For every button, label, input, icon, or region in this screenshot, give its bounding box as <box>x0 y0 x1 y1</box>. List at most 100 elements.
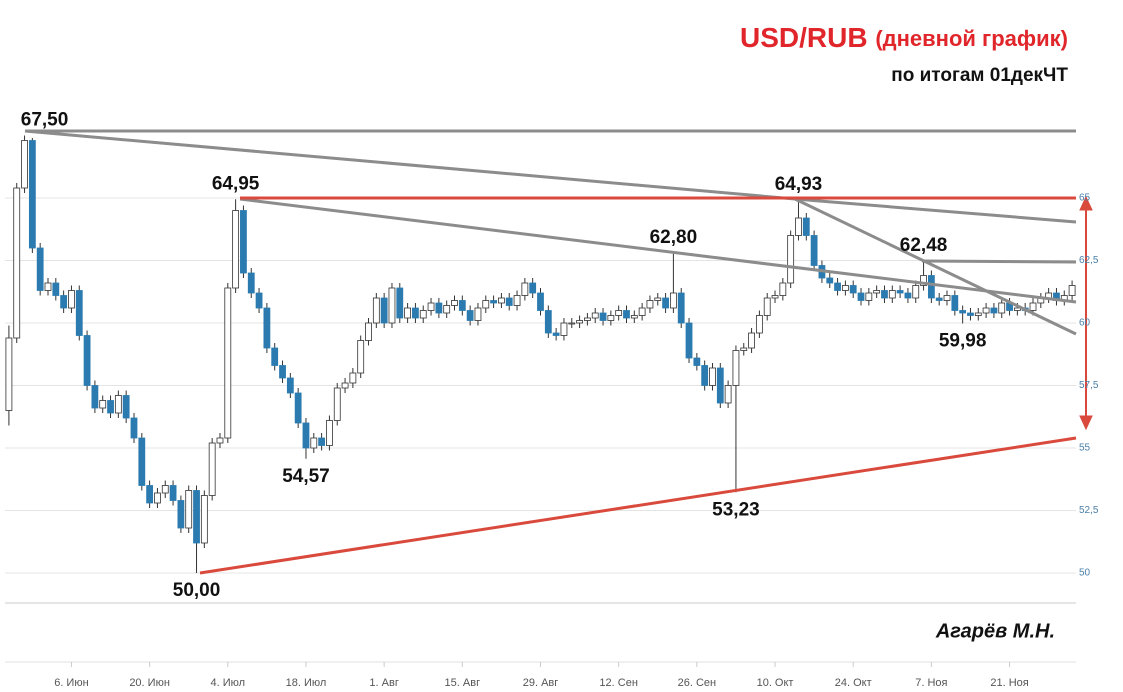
candle-body <box>161 485 169 494</box>
candle-body <box>419 310 427 319</box>
candle-body <box>193 490 200 544</box>
y-tick-label: 65 <box>1079 193 1091 204</box>
candle-body <box>826 277 834 284</box>
candle-body <box>232 210 240 289</box>
candle-body <box>216 437 224 444</box>
candle-body <box>388 287 396 324</box>
candle-body <box>107 400 114 414</box>
candle-body <box>286 377 294 394</box>
candle-body <box>357 340 365 374</box>
candle-body <box>576 320 583 324</box>
candle-body <box>247 272 255 294</box>
candle-body <box>458 300 466 311</box>
candle-body <box>537 292 544 311</box>
candle-body <box>326 420 333 446</box>
x-tick-label: 20. Июн <box>129 677 170 689</box>
candle-body <box>498 297 505 304</box>
candle-body <box>521 282 529 296</box>
candle-body <box>615 310 623 316</box>
candle-body <box>912 285 920 299</box>
author: Агарёв М.Н. <box>935 620 1055 642</box>
candle-body <box>435 302 443 314</box>
candle-body <box>474 307 482 321</box>
candle-body <box>333 387 341 421</box>
candle-body <box>795 217 802 236</box>
trend-line <box>794 197 1077 224</box>
marks <box>5 135 1076 574</box>
trend-lines <box>24 129 1077 575</box>
candle-body <box>169 485 177 501</box>
candle-body <box>732 350 740 386</box>
x-tick-label: 18. Июл <box>286 677 327 689</box>
trend-line <box>24 129 796 201</box>
candle-body <box>372 297 380 324</box>
x-tick-label: 4. Июл <box>211 677 246 689</box>
data-label: 62,80 <box>650 227 698 248</box>
candle-body <box>240 210 247 274</box>
candle-body <box>802 217 810 236</box>
candle-body <box>490 300 497 304</box>
arrow-head <box>1079 195 1093 211</box>
y-tick-label: 62,5 <box>1079 255 1099 266</box>
candle-body <box>990 307 998 314</box>
candle-body <box>943 295 951 301</box>
candle-body <box>716 367 724 404</box>
y-tick-label: 52,5 <box>1079 505 1099 516</box>
subtitle: по итогам 01декЧТ <box>891 65 1068 86</box>
candle-body <box>865 292 873 301</box>
candle-body <box>365 322 372 341</box>
candle-body <box>91 385 99 409</box>
candle-body <box>60 295 68 309</box>
candle-body <box>185 490 193 529</box>
candle-body <box>881 290 888 299</box>
candle-body <box>974 312 982 316</box>
candle-body <box>568 322 576 325</box>
candle-body <box>982 307 990 314</box>
candle-body <box>685 322 693 359</box>
y-tick-label: 55 <box>1079 443 1091 454</box>
chart-title: USD/RUB (дневной график) <box>740 22 1068 53</box>
candle-body <box>787 235 795 284</box>
candle-body <box>294 392 302 424</box>
x-tick-label: 21. Ноя <box>990 677 1028 689</box>
candle-body <box>271 347 279 366</box>
candle-body <box>505 297 513 306</box>
y-tick-label: 60 <box>1079 318 1091 329</box>
trend-line <box>239 197 1077 304</box>
candle-body <box>482 300 490 309</box>
candle-body <box>920 275 927 286</box>
candle-body <box>810 235 818 266</box>
candle-body <box>560 322 568 336</box>
candle-body <box>552 332 560 336</box>
candle-body <box>146 485 154 504</box>
candle-body <box>755 315 763 334</box>
candle-body <box>701 365 709 386</box>
candle-body <box>630 315 638 319</box>
x-tick-label: 15. Авг <box>445 677 481 689</box>
candle-body <box>857 292 865 301</box>
candle-body <box>412 307 419 319</box>
candle-body <box>513 295 521 306</box>
candle-body <box>677 292 685 324</box>
x-tick-label: 1. Авг <box>369 677 398 689</box>
candle-body <box>584 317 591 321</box>
candle-body <box>302 422 310 449</box>
x-tick-label: 12. Сен <box>599 677 637 689</box>
candle-body <box>255 292 263 309</box>
support-line <box>199 436 1077 575</box>
candle-body <box>646 300 654 309</box>
candle-body <box>693 357 701 366</box>
candle-body <box>951 295 959 311</box>
candle-body <box>68 290 75 309</box>
candle-body <box>427 302 435 311</box>
candle-body <box>888 290 896 299</box>
candle-body <box>279 365 286 379</box>
candle-body <box>763 297 771 316</box>
data-label: 50,00 <box>173 580 221 601</box>
x-tick-label: 26. Сен <box>678 677 716 689</box>
candle-body <box>114 395 122 414</box>
x-tick-label: 29. Авг <box>523 677 559 689</box>
candle-body <box>5 337 13 411</box>
data-label: 67,50 <box>21 110 69 131</box>
